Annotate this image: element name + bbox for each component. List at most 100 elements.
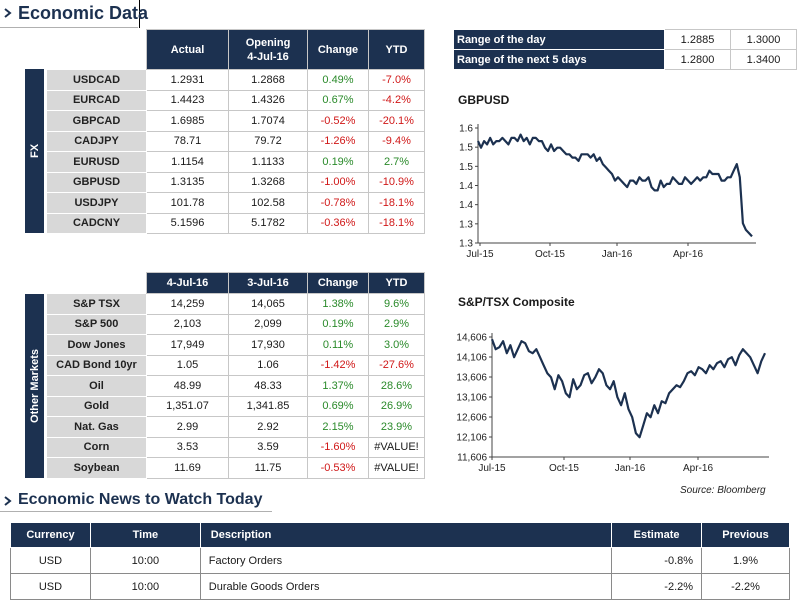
gbpusd-chart-title: GBPUSD (458, 93, 510, 107)
news-table: Currency Time Description Estimate Previ… (10, 522, 790, 600)
markets-value-current: 17,949 (146, 334, 229, 356)
markets-row-label: Corn (46, 436, 147, 458)
fx-change: -1.00% (307, 171, 369, 193)
x-tick-label: Jan-16 (602, 249, 633, 260)
fx-ytd: -20.1% (368, 110, 425, 132)
fx-header-change: Change (307, 29, 369, 70)
markets-row: Dow Jones 17,949 17,930 0.11% 3.0% (46, 334, 425, 356)
fx-row: GBPCAD 1.6985 1.7074 -0.52% -20.1% (46, 110, 425, 132)
section-header-economic-data: Economic Data (0, 0, 148, 28)
y-tick-label: 11,606 (457, 453, 487, 464)
markets-row-label: S&P 500 (46, 313, 147, 335)
y-tick-label: 1.4 (459, 200, 473, 211)
y-tick-label: 13,106 (456, 393, 487, 404)
markets-change: -1.60% (307, 436, 369, 458)
fx-change: -0.36% (307, 212, 369, 234)
range-row-5days: Range of the next 5 days 1.2800 1.3400 (453, 49, 797, 70)
range-label: Range of the day (453, 29, 665, 50)
news-header-description: Description (199, 522, 613, 548)
markets-value-previous: 2.92 (228, 416, 308, 438)
markets-row: S&P 500 2,103 2,099 0.19% 2.9% (46, 313, 425, 335)
markets-row-label: Gold (46, 395, 147, 417)
markets-value-previous: 11.75 (228, 457, 308, 479)
markets-ytd: -27.6% (368, 354, 425, 376)
news-header-currency: Currency (10, 522, 91, 548)
x-tick-label: Jan-16 (615, 463, 646, 474)
fx-row: GBPUSD 1.3135 1.3268 -1.00% -10.9% (46, 171, 425, 193)
series-line (490, 338, 766, 439)
markets-row: Nat. Gas 2.99 2.92 2.15% 23.9% (46, 416, 425, 438)
markets-row: Soybean 11.69 11.75 -0.53% #VALUE! (46, 457, 425, 479)
fx-value-current: 5.1596 (146, 212, 229, 234)
fx-change: -0.52% (307, 110, 369, 132)
news-title: Economic News to Watch Today (18, 491, 263, 508)
series-line (476, 133, 753, 238)
fx-row-label: USDJPY (46, 192, 147, 214)
tsx-chart-title: S&P/TSX Composite (458, 295, 575, 309)
markets-ytd: 9.6% (368, 293, 425, 315)
news-time: 10:00 (89, 547, 201, 574)
markets-value-current: 2,103 (146, 313, 229, 335)
section-header-economic-news: Economic News to Watch Today (0, 490, 800, 512)
fx-change: 0.67% (307, 89, 369, 111)
fx-ytd: -4.2% (368, 89, 425, 111)
fx-ytd: -9.4% (368, 130, 425, 152)
markets-header-change: Change (307, 272, 369, 294)
markets-header-ytd: YTD (368, 272, 425, 294)
y-tick-label: 1.5 (459, 162, 473, 173)
range-low: 1.2885 (664, 29, 731, 50)
markets-side-label: Other Markets (25, 294, 44, 478)
markets-row-label: S&P TSX (46, 293, 147, 315)
fx-change: -0.78% (307, 192, 369, 214)
fx-value-current: 1.1154 (146, 151, 229, 173)
fx-value-current: 78.71 (146, 130, 229, 152)
fx-ytd: -7.0% (368, 69, 425, 91)
markets-value-previous: 3.59 (228, 436, 308, 458)
y-tick-label: 1.5 (459, 143, 473, 154)
markets-row: Oil 48.99 48.33 1.37% 28.6% (46, 375, 425, 397)
markets-row-label: Soybean (46, 457, 147, 479)
markets-ytd: 3.0% (368, 334, 425, 356)
markets-change: -1.42% (307, 354, 369, 376)
fx-value-previous: 1.4326 (228, 89, 308, 111)
markets-value-previous: 1,341.85 (228, 395, 308, 417)
news-description: Durable Goods Orders (199, 573, 613, 600)
y-tick-label: 1.4 (459, 181, 473, 192)
fx-value-previous: 1.7074 (228, 110, 308, 132)
markets-value-previous: 1.06 (228, 354, 308, 376)
fx-value-current: 1.2931 (146, 69, 229, 91)
tsx-chart: 14,606 14,106 13,606 13,106 12,606 12,106 11,6… (456, 333, 769, 474)
fx-header-actual: Actual (146, 29, 229, 70)
markets-row-label: Nat. Gas (46, 416, 147, 438)
fx-value-previous: 1.2868 (228, 69, 308, 91)
news-row: USD 10:00 Factory Orders -0.8% 1.9% (10, 547, 790, 574)
markets-row: S&P TSX 14,259 14,065 1.38% 9.6% (46, 293, 425, 315)
range-row-day: Range of the day 1.2885 1.3000 (453, 29, 797, 50)
range-label: Range of the next 5 days (453, 49, 665, 70)
markets-value-current: 1.05 (146, 354, 229, 376)
x-tick-label: Jul-15 (478, 463, 506, 474)
x-tick-label: Oct-15 (535, 249, 565, 260)
news-description: Factory Orders (199, 547, 613, 574)
x-tick-label: Apr-16 (673, 249, 703, 260)
markets-value-current: 3.53 (146, 436, 229, 458)
fx-value-current: 1.6985 (146, 110, 229, 132)
fx-side-label: FX (25, 69, 44, 233)
news-currency: USD (10, 547, 91, 574)
markets-ytd: 28.6% (368, 375, 425, 397)
markets-value-current: 1,351.07 (146, 395, 229, 417)
fx-value-previous: 102.58 (228, 192, 308, 214)
x-tick-label: Apr-16 (683, 463, 713, 474)
markets-value-current: 2.99 (146, 416, 229, 438)
markets-ytd: 26.9% (368, 395, 425, 417)
fx-row: EURUSD 1.1154 1.1133 0.19% 2.7% (46, 151, 425, 173)
fx-row-label: GBPCAD (46, 110, 147, 132)
markets-header-today: 4-Jul-16 (146, 272, 229, 294)
markets-header-prev: 3-Jul-16 (228, 272, 308, 294)
fx-row: USDCAD 1.2931 1.2868 0.49% -7.0% (46, 69, 425, 91)
markets-change: 0.19% (307, 313, 369, 335)
x-tick-label: Jul-15 (466, 249, 494, 260)
fx-header-ytd: YTD (368, 29, 425, 70)
source-note: Source: Bloomberg (680, 485, 766, 496)
